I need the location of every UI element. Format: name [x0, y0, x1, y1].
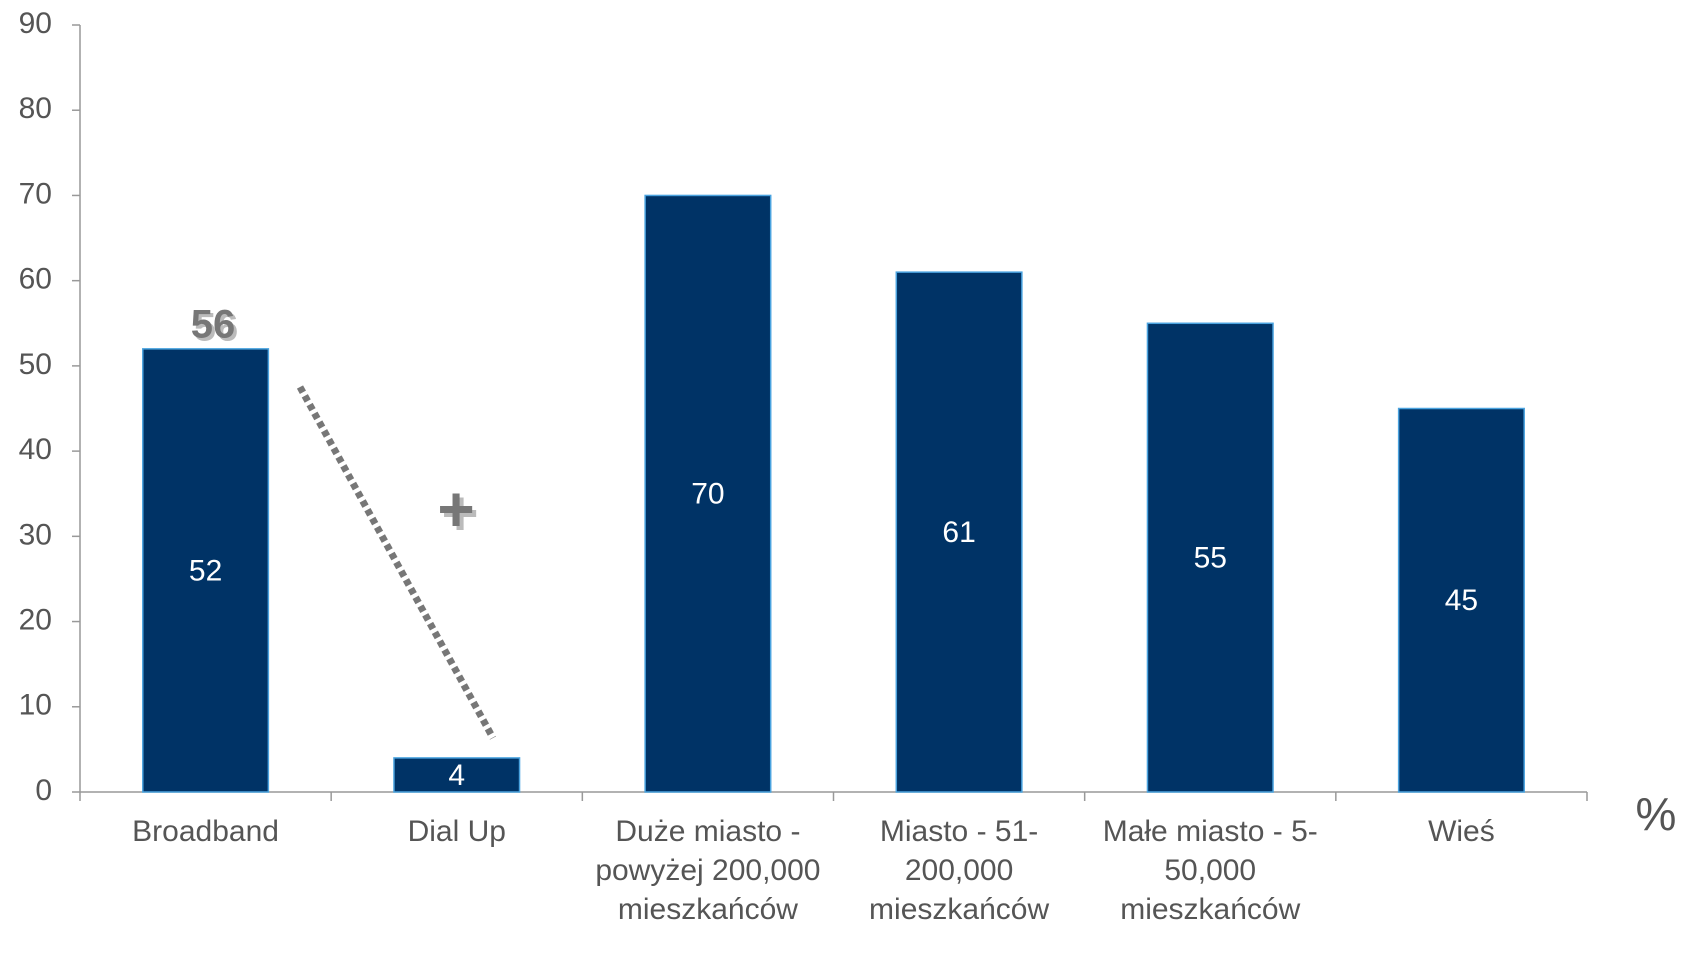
- y-tick-label: 90: [19, 7, 52, 40]
- x-tick-label: Broadband: [132, 815, 279, 848]
- y-unit: %: [1636, 788, 1677, 840]
- y-tick-label: 10: [19, 689, 52, 722]
- y-tick-label: 20: [19, 603, 52, 636]
- x-tick-label: Duże miasto - powyżej 200,000 mieszkańcó…: [595, 815, 821, 926]
- bar: [644, 194, 772, 793]
- x-tick-label: Miasto - 51-200,000 mieszkańców: [869, 815, 1050, 926]
- bar: [895, 271, 1023, 793]
- value-label: 61: [942, 516, 975, 549]
- bar: [1146, 322, 1274, 793]
- y-tick-label: 0: [35, 774, 52, 807]
- y-tick-label: 70: [19, 177, 52, 210]
- y-tick-label: 40: [19, 433, 52, 466]
- annotation-shadow: +: [441, 477, 478, 549]
- value-label: 45: [1445, 584, 1478, 617]
- annotation-sum: 56: [191, 303, 236, 347]
- dotted-connector: [296, 385, 497, 740]
- value-label: 4: [448, 759, 465, 792]
- value-label: 55: [1194, 542, 1227, 575]
- y-tick-label: 80: [19, 92, 52, 125]
- bar: [1397, 407, 1525, 793]
- y-tick-label: 30: [19, 518, 52, 551]
- x-tick-label: Małe miasto - 5-50,000 mieszkańców: [1102, 815, 1318, 926]
- x-tick-label: Wieś: [1428, 815, 1495, 848]
- value-label: 52: [189, 554, 222, 587]
- y-tick-label: 50: [19, 348, 52, 381]
- bar: [393, 757, 521, 793]
- annotation-shadow: 56: [194, 306, 239, 350]
- x-tick-label: Dial Up: [407, 815, 506, 848]
- value-label: 70: [691, 478, 724, 511]
- bar: [142, 348, 270, 793]
- annotation-plus: +: [437, 473, 474, 545]
- y-tick-label: 60: [19, 263, 52, 296]
